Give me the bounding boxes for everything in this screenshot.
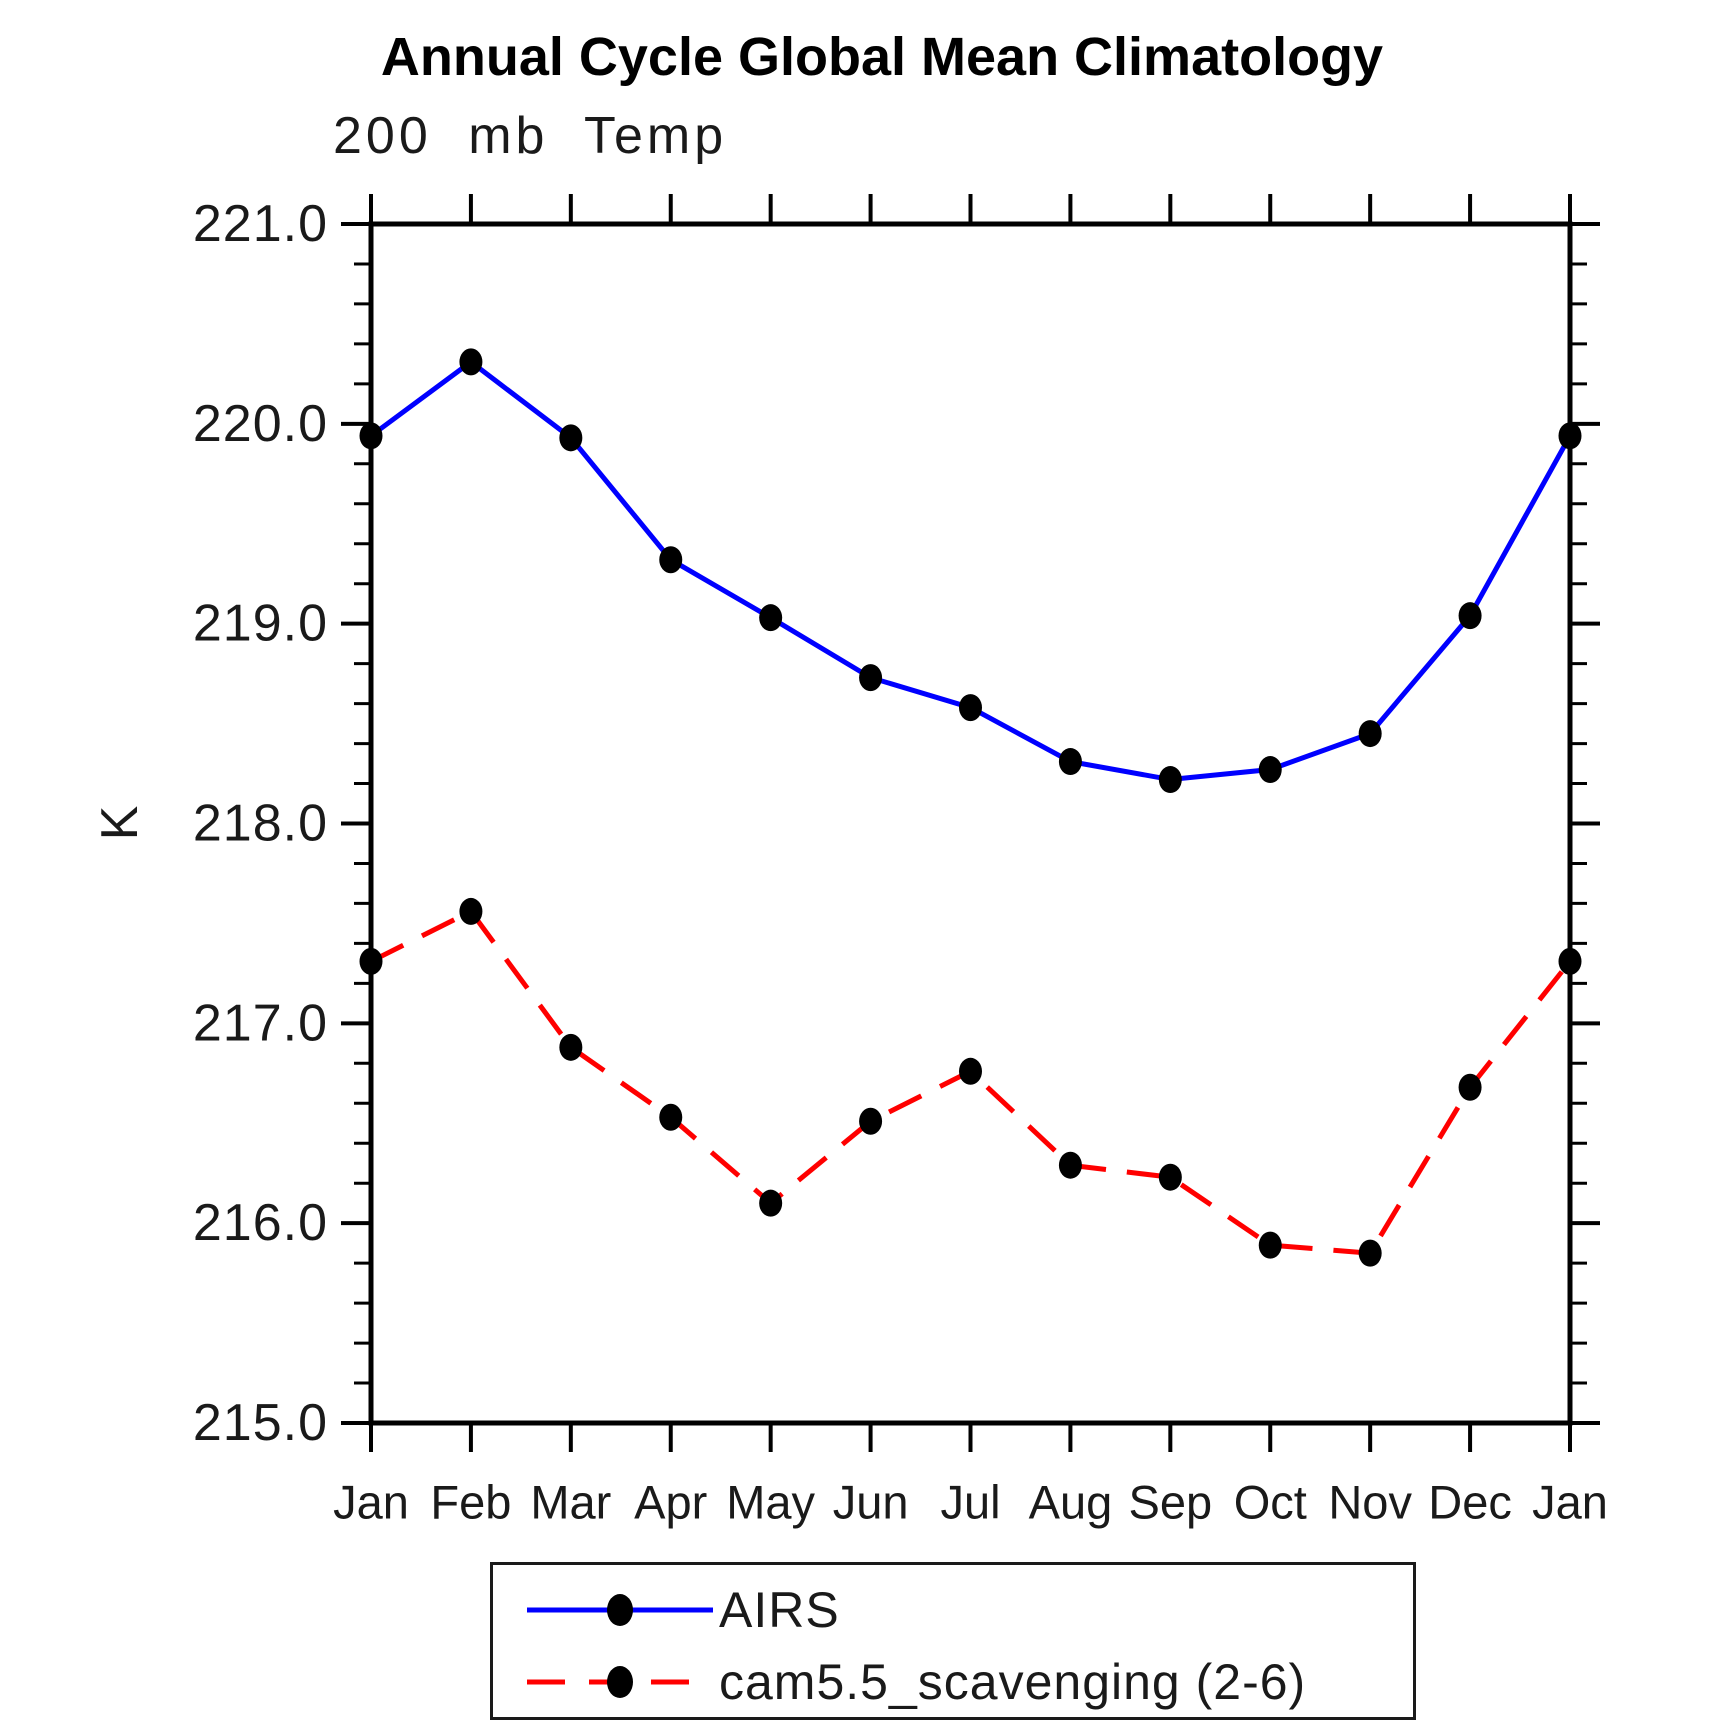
- legend-label-cam: cam5.5_scavenging (2-6): [719, 1654, 1307, 1710]
- y-tick-label: 219.0: [193, 595, 328, 653]
- legend: AIRS cam5.5_scavenging (2-6): [490, 1562, 1416, 1720]
- airs-data-point-marker: [559, 424, 583, 452]
- legend-marker-icon: [607, 1594, 633, 1626]
- cam-data-point-marker: [559, 1033, 583, 1061]
- y-tick-label: 217.0: [193, 994, 328, 1052]
- plot-border: [368, 221, 1573, 1426]
- x-tick-label: Apr: [634, 1476, 707, 1529]
- x-tick-label: Oct: [1234, 1476, 1307, 1529]
- x-tick-label: Nov: [1328, 1476, 1412, 1529]
- legend-label-airs: AIRS: [719, 1582, 840, 1638]
- x-tick-label: Mar: [530, 1476, 611, 1529]
- cam-data-point-marker: [1058, 1151, 1082, 1179]
- airs-data-point-marker: [1158, 766, 1182, 794]
- x-tick-label: Jun: [833, 1476, 909, 1529]
- cam-data-point-marker: [1458, 1073, 1482, 1101]
- cam-data-point-marker: [1558, 947, 1582, 975]
- y-tick-label: 218.0: [193, 795, 328, 853]
- cam-data-point-marker: [959, 1057, 982, 1085]
- x-tick-label: Sep: [1129, 1476, 1213, 1529]
- legend-row-cam: cam5.5_scavenging (2-6): [527, 1654, 1306, 1710]
- cam-data-point-marker: [459, 897, 483, 925]
- y-tick-label: 215.0: [193, 1394, 328, 1452]
- airs-data-point-marker: [1258, 756, 1282, 784]
- cam-data-point-marker: [359, 947, 383, 975]
- airs-data-point-marker: [859, 664, 883, 692]
- y-tick-label: 221.0: [193, 195, 328, 253]
- airs-data-point-marker: [1458, 602, 1482, 630]
- x-tick-label: Jan: [333, 1476, 409, 1529]
- y-tick-label: 220.0: [193, 395, 328, 453]
- airs-data-point-marker: [1358, 720, 1382, 748]
- x-tick-label: Feb: [430, 1476, 511, 1529]
- airs-data-point-marker: [959, 694, 982, 722]
- airs-data-point-marker: [659, 546, 683, 574]
- y-tick-label: 216.0: [193, 1194, 328, 1252]
- x-tick-label: Dec: [1428, 1476, 1512, 1529]
- cam-data-point-marker: [759, 1189, 783, 1217]
- airs-data-point-marker: [1058, 748, 1082, 776]
- x-tick-label: Jul: [940, 1476, 1000, 1529]
- cam-data-point-marker: [1358, 1239, 1382, 1267]
- legend-marker-icon: [607, 1666, 633, 1698]
- cam-line-sample-icon: [527, 1666, 713, 1698]
- cam-data-point-marker: [1158, 1163, 1182, 1191]
- cam-data-point-marker: [859, 1107, 883, 1135]
- airs-data-point-marker: [1558, 422, 1582, 450]
- chart-subtitle: 200 mb Temp: [333, 107, 728, 165]
- airs-data-point-marker: [759, 604, 783, 632]
- airs-data-point-marker: [359, 422, 383, 450]
- airs-data-point-marker: [459, 348, 483, 376]
- legend-row-airs: AIRS: [527, 1582, 840, 1638]
- airs-line-sample-icon: [527, 1594, 713, 1626]
- x-tick-label: May: [726, 1476, 815, 1529]
- cam-data-point-marker: [1258, 1231, 1282, 1259]
- x-tick-label: Aug: [1029, 1476, 1113, 1529]
- chart-title: Annual Cycle Global Mean Climatology: [380, 27, 1384, 87]
- x-tick-label: Jan: [1532, 1476, 1608, 1529]
- cam-data-point-marker: [659, 1103, 683, 1131]
